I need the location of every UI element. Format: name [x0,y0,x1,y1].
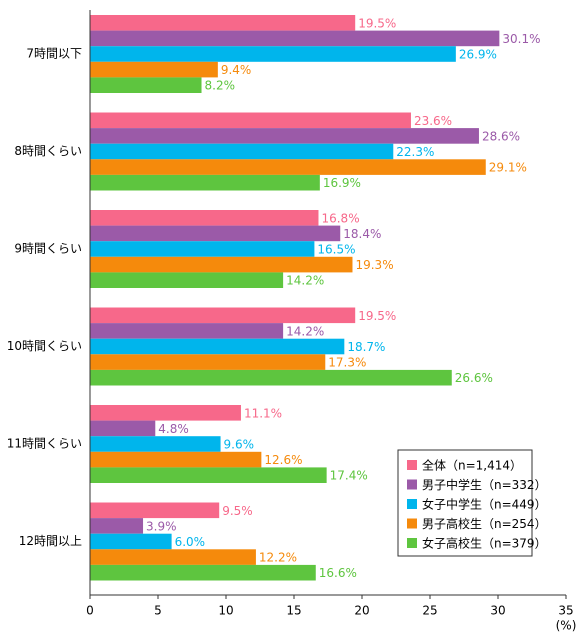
value-label: 22.3% [396,145,434,159]
bar [90,210,319,226]
value-label: 17.3% [328,356,366,370]
bar [90,451,262,468]
bar [90,502,220,519]
value-label: 18.4% [343,227,381,241]
value-label: 11.1% [244,406,282,420]
x-tick-label: 20 [354,604,369,618]
bar [90,467,327,483]
value-label: 30.1% [502,32,540,46]
value-label: 26.6% [455,371,493,385]
bar [90,405,241,421]
bar [90,256,353,273]
bar [90,77,202,93]
legend-label: 全体（n=1,414） [422,458,522,473]
value-label: 28.6% [482,129,520,143]
bar [90,338,345,355]
legend-swatch [407,479,417,490]
bar [90,549,256,565]
bar [90,159,486,175]
value-label: 19.5% [358,16,396,30]
value-label: 3.9% [146,519,177,533]
bar [90,436,221,452]
x-tick-label: 35 [558,604,573,618]
bar [90,143,394,160]
value-label: 17.4% [330,469,368,483]
value-label: 14.2% [286,324,324,338]
bar [90,369,452,386]
bar [90,128,479,144]
value-label: 29.1% [489,161,527,175]
y-tick-label: 8時間くらい [14,144,82,158]
value-label: 12.6% [264,453,302,467]
value-label: 8.2% [205,79,236,93]
bar [90,61,218,78]
value-label: 19.3% [355,258,393,272]
bar [90,225,341,242]
x-tick-label: 15 [286,604,301,618]
bar [90,533,172,550]
bar [90,564,316,581]
bar [90,420,156,437]
value-label: 4.8% [158,422,189,436]
legend-box [397,449,533,557]
legend-label: 男子中学生（n=332） [422,477,547,492]
value-label: 16.8% [321,211,359,225]
value-label: 23.6% [414,114,452,128]
bar [90,15,356,31]
bar [90,272,284,288]
x-tick-label: 10 [218,604,233,618]
value-label: 16.6% [319,566,357,580]
bar [90,241,315,257]
bar [90,518,144,534]
x-tick-label: 30 [490,604,505,618]
legend-swatch [407,460,417,470]
value-label: 16.5% [317,243,355,257]
y-tick-label: 10時間くらい [7,339,82,353]
value-label: 19.5% [358,309,396,323]
value-label: 12.2% [259,551,297,565]
bar [90,307,356,324]
y-tick-label: 9時間くらい [14,242,82,256]
value-label: 6.0% [175,535,206,549]
legend-swatch [407,499,417,509]
bar [90,112,411,129]
x-tick-label: 0 [86,604,94,618]
y-tick-label: 12時間以上 [19,534,82,548]
y-tick-label: 7時間以下 [26,47,82,61]
value-label: 14.2% [286,274,324,288]
legend-label: 女子高校生（n=379） [422,536,547,551]
value-label: 16.9% [323,176,361,190]
x-tick-label: 5 [154,604,162,618]
x-axis-label: (%) [556,619,577,633]
bar [90,354,326,370]
bar [90,174,320,191]
bar [90,323,284,339]
bar [90,30,500,47]
legend-swatch [407,518,417,529]
x-tick-label: 25 [422,604,437,618]
legend-swatch [407,538,417,548]
legend-label: 男子高校生（n=254） [422,516,547,531]
value-label: 9.5% [222,504,253,518]
legend-label: 女子中学生（n=449） [422,497,547,512]
value-label: 18.7% [347,340,385,354]
bar [90,46,456,62]
value-label: 9.6% [224,438,255,452]
value-label: 26.9% [459,48,497,62]
y-tick-label: 11時間くらい [7,437,82,451]
value-label: 9.4% [221,63,252,77]
